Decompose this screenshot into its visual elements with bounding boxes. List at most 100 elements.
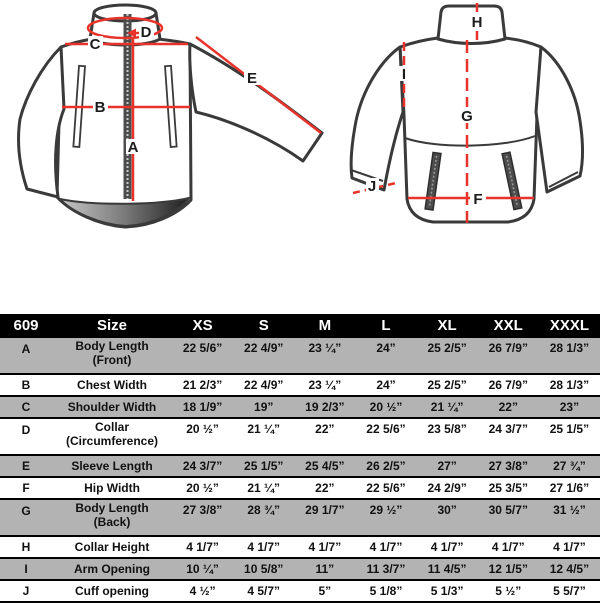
measurement-label-f: F <box>473 191 482 208</box>
label-d-bg <box>139 24 154 39</box>
measurement-value: 30” <box>416 499 478 537</box>
label-f-bg <box>470 190 486 206</box>
measurement-value: 25 2/5” <box>416 374 478 397</box>
front-jacket-drawing: C B A D E <box>17 3 324 229</box>
measurement-value: 26 7/9” <box>477 337 539 375</box>
table-row: J Cuff opening 4 ½” 4 5/7” 5” 5 1/8” 5 1/3” 5 ½… <box>0 580 600 603</box>
label-a-bg <box>126 139 141 154</box>
measurement-value: 27 1/6” <box>538 477 600 500</box>
size-header: S <box>233 314 295 338</box>
row-letter: H <box>0 536 52 559</box>
measurement-name: Sleeve Length <box>52 455 172 478</box>
table-row: I Arm Opening 10 ¼” 10 5/8” 11” 11 3/7” 11 4/5… <box>0 558 600 581</box>
table-row: H Collar Height 4 1/7” 4 1/7” 4 1/7” 4 1/7” 4 … <box>0 536 600 559</box>
measurement-value: 28 1/3” <box>538 337 600 375</box>
model-number-header: 609 <box>0 314 52 338</box>
measurement-value: 23 ¼” <box>294 374 356 397</box>
size-chart-table: 609 Size XS S M L XL XXL XXXL A Body Length (Fr… <box>0 314 600 603</box>
measurement-value: 4 1/7” <box>355 536 417 559</box>
measurement-value: 5 5/7” <box>538 580 600 603</box>
measurement-value: 10 5/8” <box>233 558 295 581</box>
measurement-value: 5 ½” <box>477 580 539 603</box>
table-row: E Sleeve Length 24 3/7” 25 1/5” 25 4/5” 26 2/… <box>0 455 600 478</box>
measurement-value: 22 5/6” <box>355 477 417 500</box>
measurement-value: 19” <box>233 396 295 419</box>
measurement-value: 25 2/5” <box>416 337 478 375</box>
size-header: L <box>355 314 417 338</box>
measurement-value: 27 3/8” <box>477 455 539 478</box>
table-header-row: 609 Size XS S M L XL XXL XXXL <box>0 314 600 338</box>
back-yoke-seam <box>404 135 536 147</box>
measurement-value: 4 5/7” <box>233 580 295 603</box>
table-row: A Body Length (Front) 22 5/6” 22 4/9” 23 ¼” 2… <box>0 337 600 375</box>
row-letter: F <box>0 477 52 500</box>
measurement-value: 10 ¼” <box>172 558 234 581</box>
measurement-value: 26 7/9” <box>477 374 539 397</box>
measurement-name: Collar (Circumference) <box>52 418 172 456</box>
measurement-value: 4 1/7” <box>477 536 539 559</box>
back-right-pocket-zipper <box>505 155 518 206</box>
row-letter: G <box>0 499 52 537</box>
measurement-value: 4 ½” <box>172 580 234 603</box>
measurement-value: 25 1/5” <box>233 455 295 478</box>
measurement-value: 22 4/9” <box>233 374 295 397</box>
label-e-bg <box>244 69 260 85</box>
measurement-arrow-d-head <box>127 28 136 38</box>
measurement-value: 4 1/7” <box>294 536 356 559</box>
measurement-value: 5 1/8” <box>355 580 417 603</box>
measurement-value: 21 ¼” <box>233 477 295 500</box>
row-letter: B <box>0 374 52 397</box>
measurement-value: 21 2/3” <box>172 374 234 397</box>
row-letter: J <box>0 580 52 603</box>
row-letter: I <box>0 558 52 581</box>
measurement-value: 21 ¼” <box>416 396 478 419</box>
back-left-sleeve <box>349 45 405 192</box>
row-letter: C <box>0 396 52 419</box>
measurement-value: 24” <box>355 337 417 375</box>
measurement-value: 30 5/7” <box>477 499 539 537</box>
measurement-value: 24 3/7” <box>172 455 234 478</box>
measurement-value: 5” <box>294 580 356 603</box>
measurement-value: 27 ¾” <box>538 455 600 478</box>
table-row: B Chest Width 21 2/3” 22 4/9” 23 ¼” 24” 25 2/5… <box>0 374 600 397</box>
size-header: XS <box>172 314 234 338</box>
measurement-label-c: C <box>90 36 101 53</box>
measurement-value: 24 2/9” <box>416 477 478 500</box>
measurement-value: 4 1/7” <box>172 536 234 559</box>
label-g-bg <box>458 107 475 123</box>
measurement-value: 27” <box>416 455 478 478</box>
size-header: M <box>294 314 356 338</box>
measurement-label-b: B <box>95 99 106 116</box>
back-right-sleeve <box>534 45 585 194</box>
size-header: XXL <box>477 314 539 338</box>
measurement-label-d: D <box>141 24 152 41</box>
measurement-name: Collar Height <box>52 536 172 559</box>
measurement-value: 22” <box>294 477 356 500</box>
measurement-value: 29 1/7” <box>294 499 356 537</box>
measurement-name: Cuff opening <box>52 580 172 603</box>
measurement-name: Hip Width <box>52 477 172 500</box>
measurement-label-g: G <box>461 108 473 125</box>
measurement-value: 26 2/5” <box>355 455 417 478</box>
measurement-value: 20 ½” <box>355 396 417 419</box>
table-row: F Hip Width 20 ½” 21 ¼” 22” 22 5/6” 24 2/9” 25 … <box>0 477 600 500</box>
measurement-value: 22 5/6” <box>172 337 234 375</box>
measurement-value: 12 4/5” <box>538 558 600 581</box>
measurement-value: 22 4/9” <box>233 337 295 375</box>
measurement-value: 11” <box>294 558 356 581</box>
table-row: G Body Length (Back) 27 3/8” 28 ¾” 29 1/7” 29… <box>0 499 600 537</box>
row-letter: A <box>0 337 52 375</box>
measurement-value: 19 2/3” <box>294 396 356 419</box>
label-i-bg <box>398 66 410 81</box>
front-left-sleeve <box>17 45 66 199</box>
measurement-label-e: E <box>247 70 257 87</box>
measurement-value: 20 ½” <box>172 477 234 500</box>
size-table-body: A Body Length (Front) 22 5/6” 22 4/9” 23 ¼” 2… <box>0 337 600 603</box>
back-right-cuff-seam <box>548 171 579 188</box>
label-h-bg <box>469 13 485 29</box>
measurement-value: 23” <box>538 396 600 419</box>
size-header: XL <box>416 314 478 338</box>
measurement-label-i: I <box>402 66 406 83</box>
measurement-value: 21 ¼” <box>233 418 295 456</box>
back-jacket-drawing: H I G F J <box>349 3 585 224</box>
